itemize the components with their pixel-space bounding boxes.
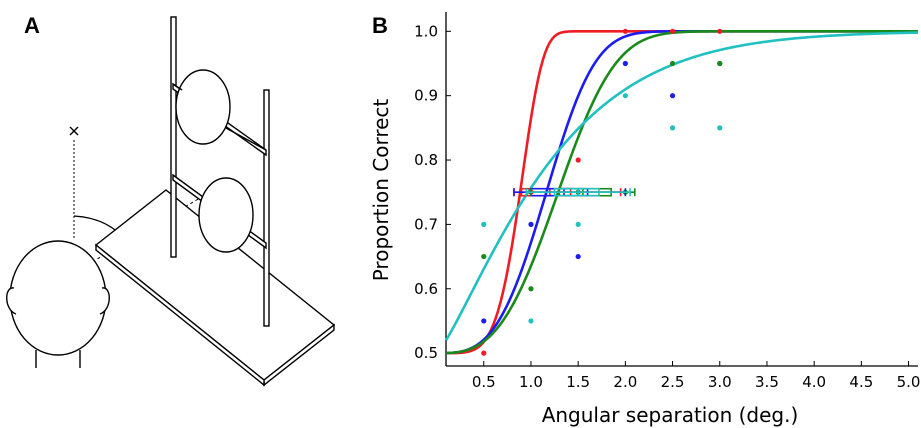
data-point (622, 28, 628, 34)
data-point (528, 318, 534, 324)
chart-plot-area: 0.5 1.0 1.5 2.0 2.5 3.0 3.5 4.0 4.5 5.0 0.5 0.6 0.7 0… (414, 12, 920, 391)
fit-curve-3 (444, 31, 919, 342)
x-tick-label: 3.5 (755, 373, 779, 391)
chart-axes (445, 12, 918, 367)
base-board (94, 189, 336, 387)
data-point (669, 28, 676, 34)
data-point (622, 60, 628, 67)
fit-curve-2 (445, 30, 918, 355)
data-point (575, 221, 581, 227)
x-tick-label: 1.0 (519, 373, 543, 391)
y-tick-label: 0.6 (414, 280, 438, 298)
threshold-boxplots (513, 187, 636, 197)
tick-labels: 0.5 1.0 1.5 2.0 2.5 3.0 3.5 4.0 4.5 5.0 0.5 0.6 0.7 0… (414, 22, 920, 391)
data-point (481, 253, 487, 260)
x-tick-label: 0.5 (472, 373, 496, 391)
head-illustration (6, 240, 110, 368)
y-tick-label: 0.8 (414, 151, 438, 169)
boxplot-3 (525, 187, 631, 197)
panel-b-label: B (372, 13, 388, 38)
apparatus-illustration (6, 16, 336, 387)
fixation-cross-icon (69, 126, 79, 136)
data-point (717, 28, 723, 34)
data-point (717, 125, 723, 131)
data-point (575, 253, 581, 260)
data-point (481, 221, 487, 227)
fit-curves (444, 30, 919, 355)
post-left (170, 16, 177, 258)
data-point (528, 221, 534, 227)
x-tick-label: 1.5 (566, 373, 590, 391)
lower-target (172, 173, 267, 253)
data-point (669, 60, 676, 67)
x-tick-label: 4.0 (802, 373, 826, 391)
data-point (717, 60, 723, 67)
data-point (528, 286, 534, 292)
boxplot-box (553, 187, 600, 197)
x-tick-label: 4.5 (849, 373, 873, 391)
data-point (481, 318, 487, 324)
panel-a-label: A (24, 13, 40, 38)
data-point (575, 157, 581, 163)
x-axis-label: Angular separation (deg.) (542, 403, 799, 427)
y-tick-label: 0.7 (414, 215, 438, 233)
data-point (481, 350, 487, 356)
x-tick-label: 2.5 (661, 373, 685, 391)
data-point (669, 125, 676, 131)
x-tick-label: 2.0 (613, 373, 637, 391)
y-tick-label: 1.0 (414, 22, 438, 40)
x-tick-label: 3.0 (708, 373, 732, 391)
y-axis-label: Proportion Correct (369, 99, 393, 282)
post-right (263, 89, 270, 327)
data-point (669, 93, 676, 99)
x-tick-label: 5.0 (897, 373, 921, 391)
upper-target (172, 69, 267, 157)
y-tick-label: 0.5 (414, 344, 438, 362)
data-point (622, 93, 628, 99)
y-tick-label: 0.9 (414, 87, 438, 105)
